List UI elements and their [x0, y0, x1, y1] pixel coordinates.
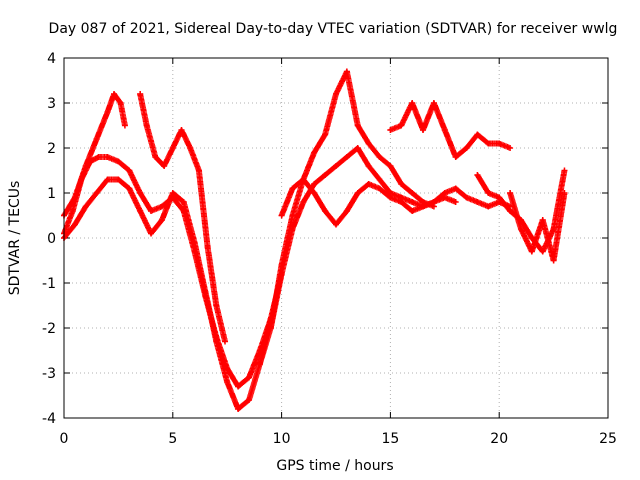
x-tick-label: 10	[273, 431, 291, 447]
y-tick-label: 3	[47, 96, 56, 112]
series-markers	[256, 145, 512, 367]
series-markers	[507, 190, 568, 264]
x-tick-label: 0	[60, 431, 69, 447]
y-tick-label: 2	[47, 141, 56, 157]
y-tick-label: -4	[42, 411, 56, 427]
y-tick-label: 0	[47, 231, 56, 247]
series-track-8	[387, 100, 514, 160]
y-tick-label: 4	[47, 51, 56, 67]
y-tick-label: -2	[42, 321, 56, 337]
x-tick-label: 20	[490, 431, 508, 447]
y-tick-label: 1	[47, 186, 56, 202]
x-tick-label: 5	[168, 431, 177, 447]
chart-title: Day 087 of 2021, Sidereal Day-to-day VTE…	[49, 21, 618, 37]
x-tick-label: 15	[381, 431, 399, 447]
plot-frame	[63, 57, 609, 419]
x-axis-label: GPS time / hours	[276, 458, 393, 474]
y-axis-label: SDTVAR / TECUs	[7, 181, 23, 296]
y-tick-label: -3	[42, 366, 56, 382]
x-tick-label: 25	[599, 431, 617, 447]
series-track-3	[61, 176, 285, 412]
series-markers	[137, 91, 228, 344]
series-markers	[278, 176, 458, 228]
y-tick-label: -1	[42, 276, 56, 292]
series-markers	[61, 154, 274, 390]
series-track-4	[137, 91, 229, 345]
series-track-7	[278, 176, 459, 228]
series-markers	[474, 168, 568, 255]
series-track-2	[61, 154, 274, 390]
series-track-9	[474, 167, 568, 255]
series-track-10	[507, 190, 568, 264]
series-track-6	[256, 145, 514, 367]
data-series	[61, 68, 568, 412]
series-markers	[387, 100, 512, 160]
